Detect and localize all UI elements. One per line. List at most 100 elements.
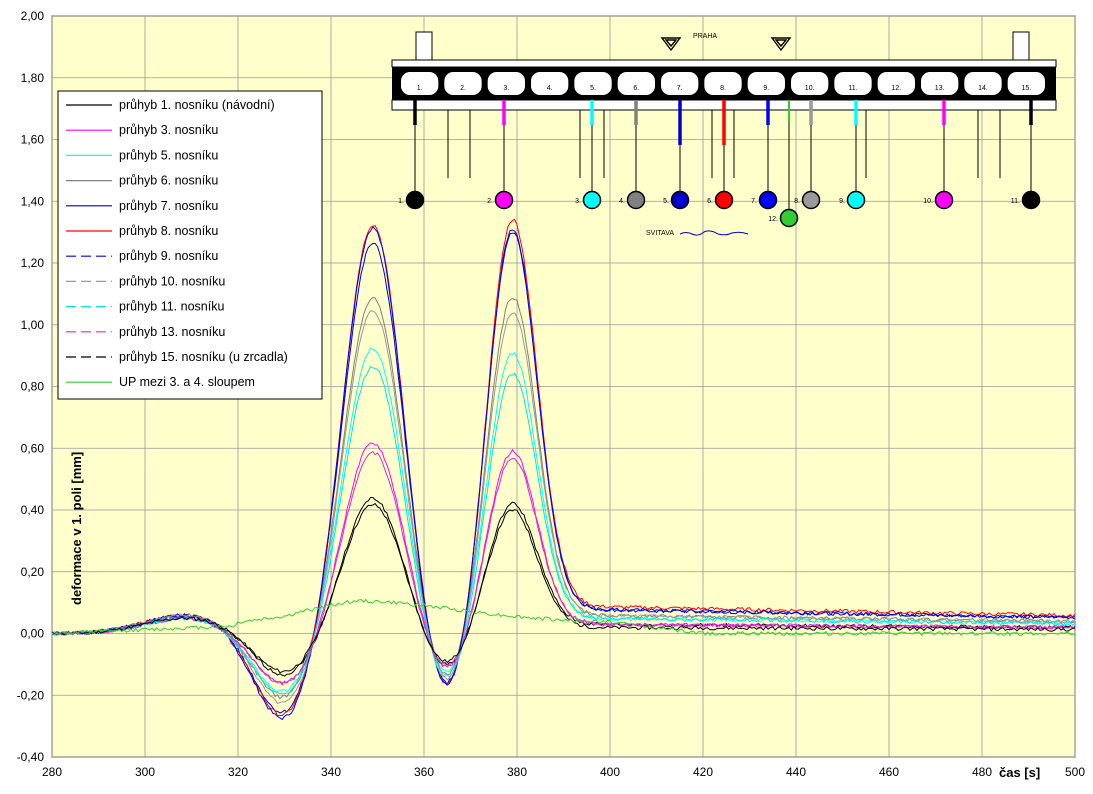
y-tick-label: 0,40 (21, 503, 45, 517)
legend-label: průhyb 7. nosníku (119, 199, 218, 213)
x-tick-label: 460 (879, 765, 899, 779)
girder-void (877, 72, 915, 95)
legend-label: průhyb 11. nosníku (119, 300, 224, 314)
span-label: 4. (547, 85, 553, 92)
x-tick-label: 440 (786, 765, 806, 779)
sensor-label: 3. (575, 198, 581, 205)
deck-edge-right (1012, 31, 1030, 61)
x-tick-label: 320 (228, 765, 248, 779)
y-tick-label: 1,40 (21, 194, 45, 208)
legend-label: průhyb 13. nosníku (119, 325, 225, 339)
deck-edge-left (415, 31, 433, 61)
sensor-label: 10. (923, 198, 933, 205)
sensor-label: 11. (1011, 198, 1020, 205)
girder-void (661, 72, 699, 95)
x-axis-label: čas [s] (999, 765, 1040, 780)
legend-label: průhyb 15. nosníku (u zrcadla) (119, 350, 288, 364)
y-tick-label: 0,60 (21, 441, 45, 455)
sensor-label: 8. (794, 198, 800, 205)
sensor-dot (758, 190, 778, 210)
sensor-lines (413, 100, 1033, 209)
sensor-label: 5. (663, 198, 669, 205)
sensor-label: 12. (768, 216, 778, 223)
y-tick-label: 0,00 (21, 627, 45, 641)
span-label: 15. (1021, 85, 1031, 92)
legend: průhyb 1. nosníku (návodní) průhyb 3. nos… (57, 90, 323, 400)
legend-label: průhyb 6. nosníku (119, 174, 218, 188)
girder-void (617, 72, 655, 95)
river-label: SVITAVA (646, 230, 674, 237)
girder-void (531, 72, 569, 95)
legend-items: průhyb 1. nosníku (návodní) průhyb 3. nos… (66, 98, 288, 389)
legend-label: UP mezi 3. a 4. sloupem (119, 375, 255, 389)
girder-void (487, 72, 525, 95)
x-tick-label: 360 (414, 765, 434, 779)
sensor-label: 6. (707, 198, 713, 205)
direction-label: PRAHA (693, 33, 717, 40)
girders: 1. 2. 3. 4. 5. 6. 7. 8. 9. 10. 11. 12. 13. 14. 15. (392, 67, 1056, 100)
span-label: 2. (460, 85, 466, 92)
sensor-dot (405, 190, 425, 210)
sensor-dot (626, 190, 646, 210)
sensor-dot (670, 190, 690, 210)
span-label: 3. (503, 85, 509, 92)
girder-void (444, 72, 482, 95)
x-tick-label: 280 (42, 765, 62, 779)
y-tick-label: 0,20 (21, 565, 45, 579)
x-tick-label: 500 (1065, 765, 1085, 779)
y-tick-label: -0,20 (17, 688, 45, 702)
y-tick-label: 2,00 (21, 9, 45, 23)
sensor-dot (934, 190, 954, 210)
girder-void (1007, 72, 1045, 95)
sensor-label: 2. (487, 198, 493, 205)
sensor-label: 1. (398, 198, 404, 205)
sensor-dot (846, 190, 866, 210)
span-label: 5. (590, 85, 596, 92)
y-axis-ticks: -0,40 -0,20 0,00 0,20 0,40 0,60 0,80 1,00 1,20 1,… (17, 9, 45, 764)
span-label: 14. (978, 85, 988, 92)
y-tick-label: 0,80 (21, 380, 45, 394)
sensor-dot (714, 190, 734, 210)
series-lines (51, 218, 1076, 721)
span-label: 12. (891, 85, 901, 92)
girder-void (747, 72, 785, 95)
sensor-dot (494, 190, 514, 210)
arrow-down-icon (770, 37, 792, 52)
y-tick-label: 1,20 (21, 256, 45, 270)
span-label: 11. (848, 85, 857, 92)
girder-void (791, 72, 829, 95)
x-tick-label: 420 (693, 765, 713, 779)
legend-label: průhyb 1. nosníku (návodní) (119, 98, 275, 112)
sensor-label: 7. (751, 198, 757, 205)
y-tick-label: 1,60 (21, 133, 45, 147)
sensor-label: 4. (619, 198, 625, 205)
legend-box (57, 90, 323, 400)
sensor-dot (582, 190, 602, 210)
span-label: 7. (677, 85, 683, 92)
span-label: 1. (417, 85, 423, 92)
bridge-diagram: PRAHA 1. 2. 3. 4. 5. 6. 7. 8. 9. 10. 11. 12. 13. 14. 1… (391, 31, 1057, 237)
span-label: 13. (935, 85, 945, 92)
y-tick-label: -0,40 (17, 750, 45, 764)
arrow-down-icon (660, 37, 682, 52)
girder-void (401, 72, 439, 95)
span-label: 6. (633, 85, 639, 92)
legend-label: průhyb 9. nosníku (119, 249, 218, 263)
sensor-dot (1021, 190, 1041, 210)
sensors: 1. 2. 3. 4. 5. 6. 7. 8. 9. 10. 11. 12. (398, 190, 1041, 228)
x-axis-ticks: 280 300 320 340 360 380 400 420 440 460 480 500 (42, 765, 1085, 779)
legend-label: průhyb 10. nosníku (119, 274, 225, 288)
series-line (51, 450, 1076, 684)
x-tick-label: 340 (321, 765, 341, 779)
x-tick-label: 400 (600, 765, 620, 779)
y-axis-label: deformace v 1. poli [mm] (69, 452, 84, 605)
girder-void (921, 72, 959, 95)
span-label: 9. (763, 85, 769, 92)
y-tick-label: 1,80 (21, 71, 45, 85)
legend-label: průhyb 3. nosníku (119, 123, 218, 137)
river-wave (679, 230, 749, 236)
girder-void (704, 72, 742, 95)
x-tick-label: 480 (972, 765, 992, 779)
x-tick-label: 380 (507, 765, 527, 779)
